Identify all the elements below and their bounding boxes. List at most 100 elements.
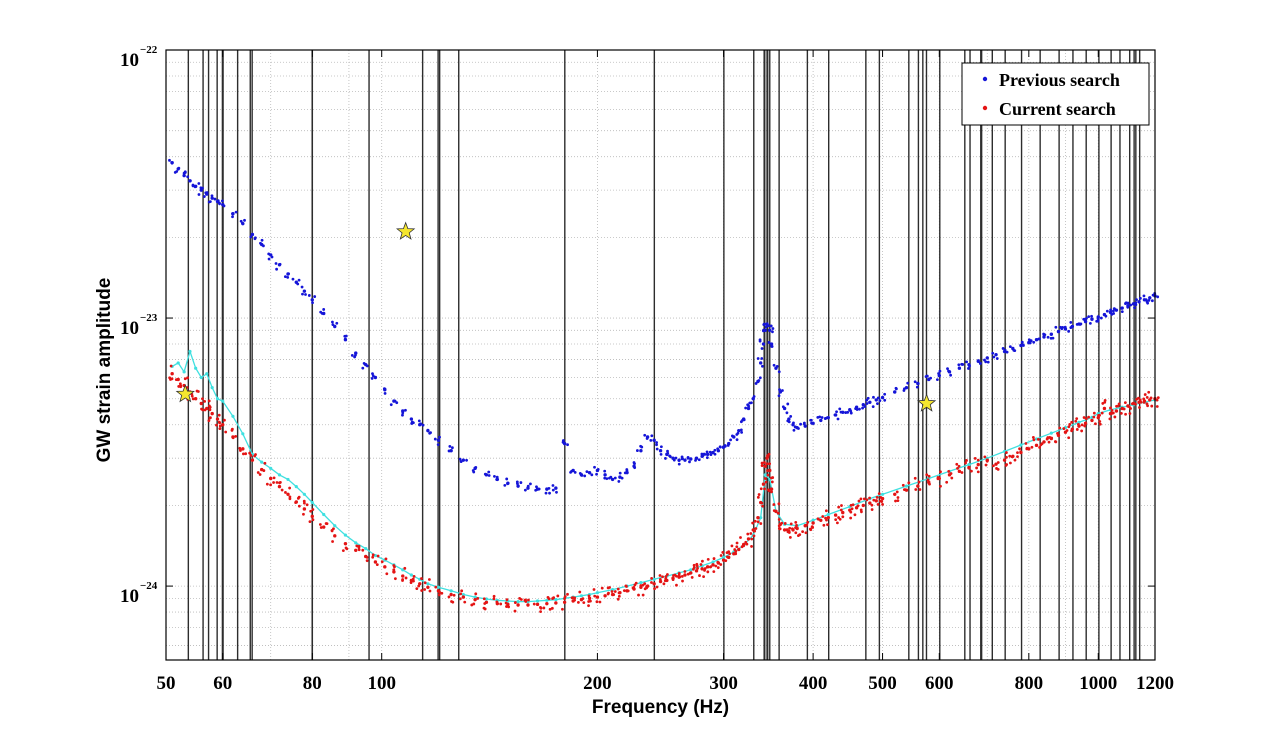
current-search-point [258, 473, 262, 476]
previous-search-point [259, 241, 262, 245]
previous-search-point [578, 471, 582, 475]
previous-search-point [858, 407, 861, 411]
previous-search-point [551, 484, 555, 487]
current-search-point [507, 605, 511, 609]
current-search-point [967, 465, 971, 469]
current-search-point [1074, 419, 1078, 423]
current-search-point [957, 464, 961, 468]
previous-search-point [267, 257, 271, 261]
current-search-point [949, 472, 953, 475]
previous-search-point [1090, 317, 1094, 321]
previous-search-point [1133, 306, 1136, 310]
x-tick-label: 300 [709, 673, 738, 694]
previous-search-point [313, 295, 317, 298]
vetoed-band [1039, 50, 1041, 660]
current-search-point [571, 596, 575, 600]
current-search-point [984, 463, 988, 467]
vetoed-band [828, 50, 830, 660]
current-search-point [760, 461, 764, 465]
previous-search-point [1054, 325, 1058, 329]
current-search-point [1018, 447, 1021, 451]
current-search-point [834, 518, 838, 522]
current-search-point [241, 447, 245, 451]
cyan-point [182, 370, 186, 374]
current-search-point [452, 593, 456, 597]
previous-search-point [506, 482, 509, 486]
current-search-point [826, 523, 829, 527]
current-search-point [169, 364, 173, 368]
previous-search-point [311, 301, 314, 305]
current-search-point [183, 377, 187, 381]
current-search-point [632, 586, 636, 589]
current-search-point [1083, 424, 1087, 428]
current-search-point [332, 527, 335, 531]
current-search-point [1024, 442, 1028, 445]
previous-search-point [505, 477, 509, 481]
current-search-point [250, 458, 255, 462]
vetoed-band [438, 50, 441, 660]
previous-search-point [835, 410, 838, 414]
current-search-point [447, 595, 451, 599]
previous-search-point [168, 158, 171, 162]
current-search-point [706, 558, 710, 561]
current-search-point [420, 589, 424, 592]
current-search-point [1019, 450, 1023, 454]
current-search-point [193, 397, 198, 401]
current-search-point [1100, 411, 1104, 415]
current-search-point [238, 446, 242, 450]
current-search-point [460, 589, 464, 593]
x-tick-label: 80 [303, 673, 322, 694]
previous-search-point [417, 419, 421, 423]
previous-search-point [353, 355, 357, 359]
current-search-point [411, 577, 415, 581]
vetoed-band [1138, 50, 1141, 660]
current-search-point [170, 371, 174, 376]
current-search-point [472, 602, 476, 606]
previous-search-point [664, 457, 667, 460]
current-search-point [459, 592, 463, 596]
previous-search-point [204, 191, 208, 195]
current-search-point [288, 486, 292, 490]
previous-search-point [871, 405, 875, 409]
cyan-point [310, 500, 314, 505]
vetoed-band [878, 50, 881, 660]
cyan-point [322, 512, 326, 517]
vetoed-band [939, 50, 941, 660]
previous-search-point [1028, 341, 1032, 345]
current-search-point [695, 562, 699, 566]
previous-search-point [750, 401, 753, 405]
current-search-point [1039, 443, 1043, 447]
previous-search-point [1042, 334, 1046, 338]
previous-search-point [1129, 303, 1133, 307]
previous-search-point [809, 418, 813, 422]
previous-search-point [1096, 317, 1100, 321]
current-search-point [903, 488, 907, 492]
previous-search-point [672, 458, 676, 462]
previous-search-point [767, 324, 770, 328]
previous-search-point [515, 480, 519, 484]
vetoed-band [653, 50, 656, 660]
previous-search-point [713, 452, 717, 456]
cyan-point [426, 582, 430, 586]
current-search-point [423, 581, 427, 585]
vetoed-band [1004, 50, 1006, 660]
vetoed-band [806, 50, 809, 660]
current-search-point [527, 598, 530, 602]
previous-search-point [1037, 337, 1041, 341]
current-search-point [311, 508, 315, 511]
previous-search-point [249, 235, 253, 239]
x-tick-label: 800 [1015, 673, 1044, 694]
current-search-point [371, 553, 375, 557]
current-search-point [753, 529, 757, 533]
previous-search-point [603, 469, 607, 473]
previous-search-point [723, 444, 727, 448]
cyan-point [194, 366, 198, 370]
current-search-point [737, 547, 741, 552]
current-search-point [1013, 458, 1017, 462]
current-search-point [492, 594, 496, 598]
current-search-point [427, 578, 431, 581]
previous-search-point [1051, 336, 1055, 340]
current-search-point [492, 597, 496, 601]
current-search-point [868, 501, 872, 505]
